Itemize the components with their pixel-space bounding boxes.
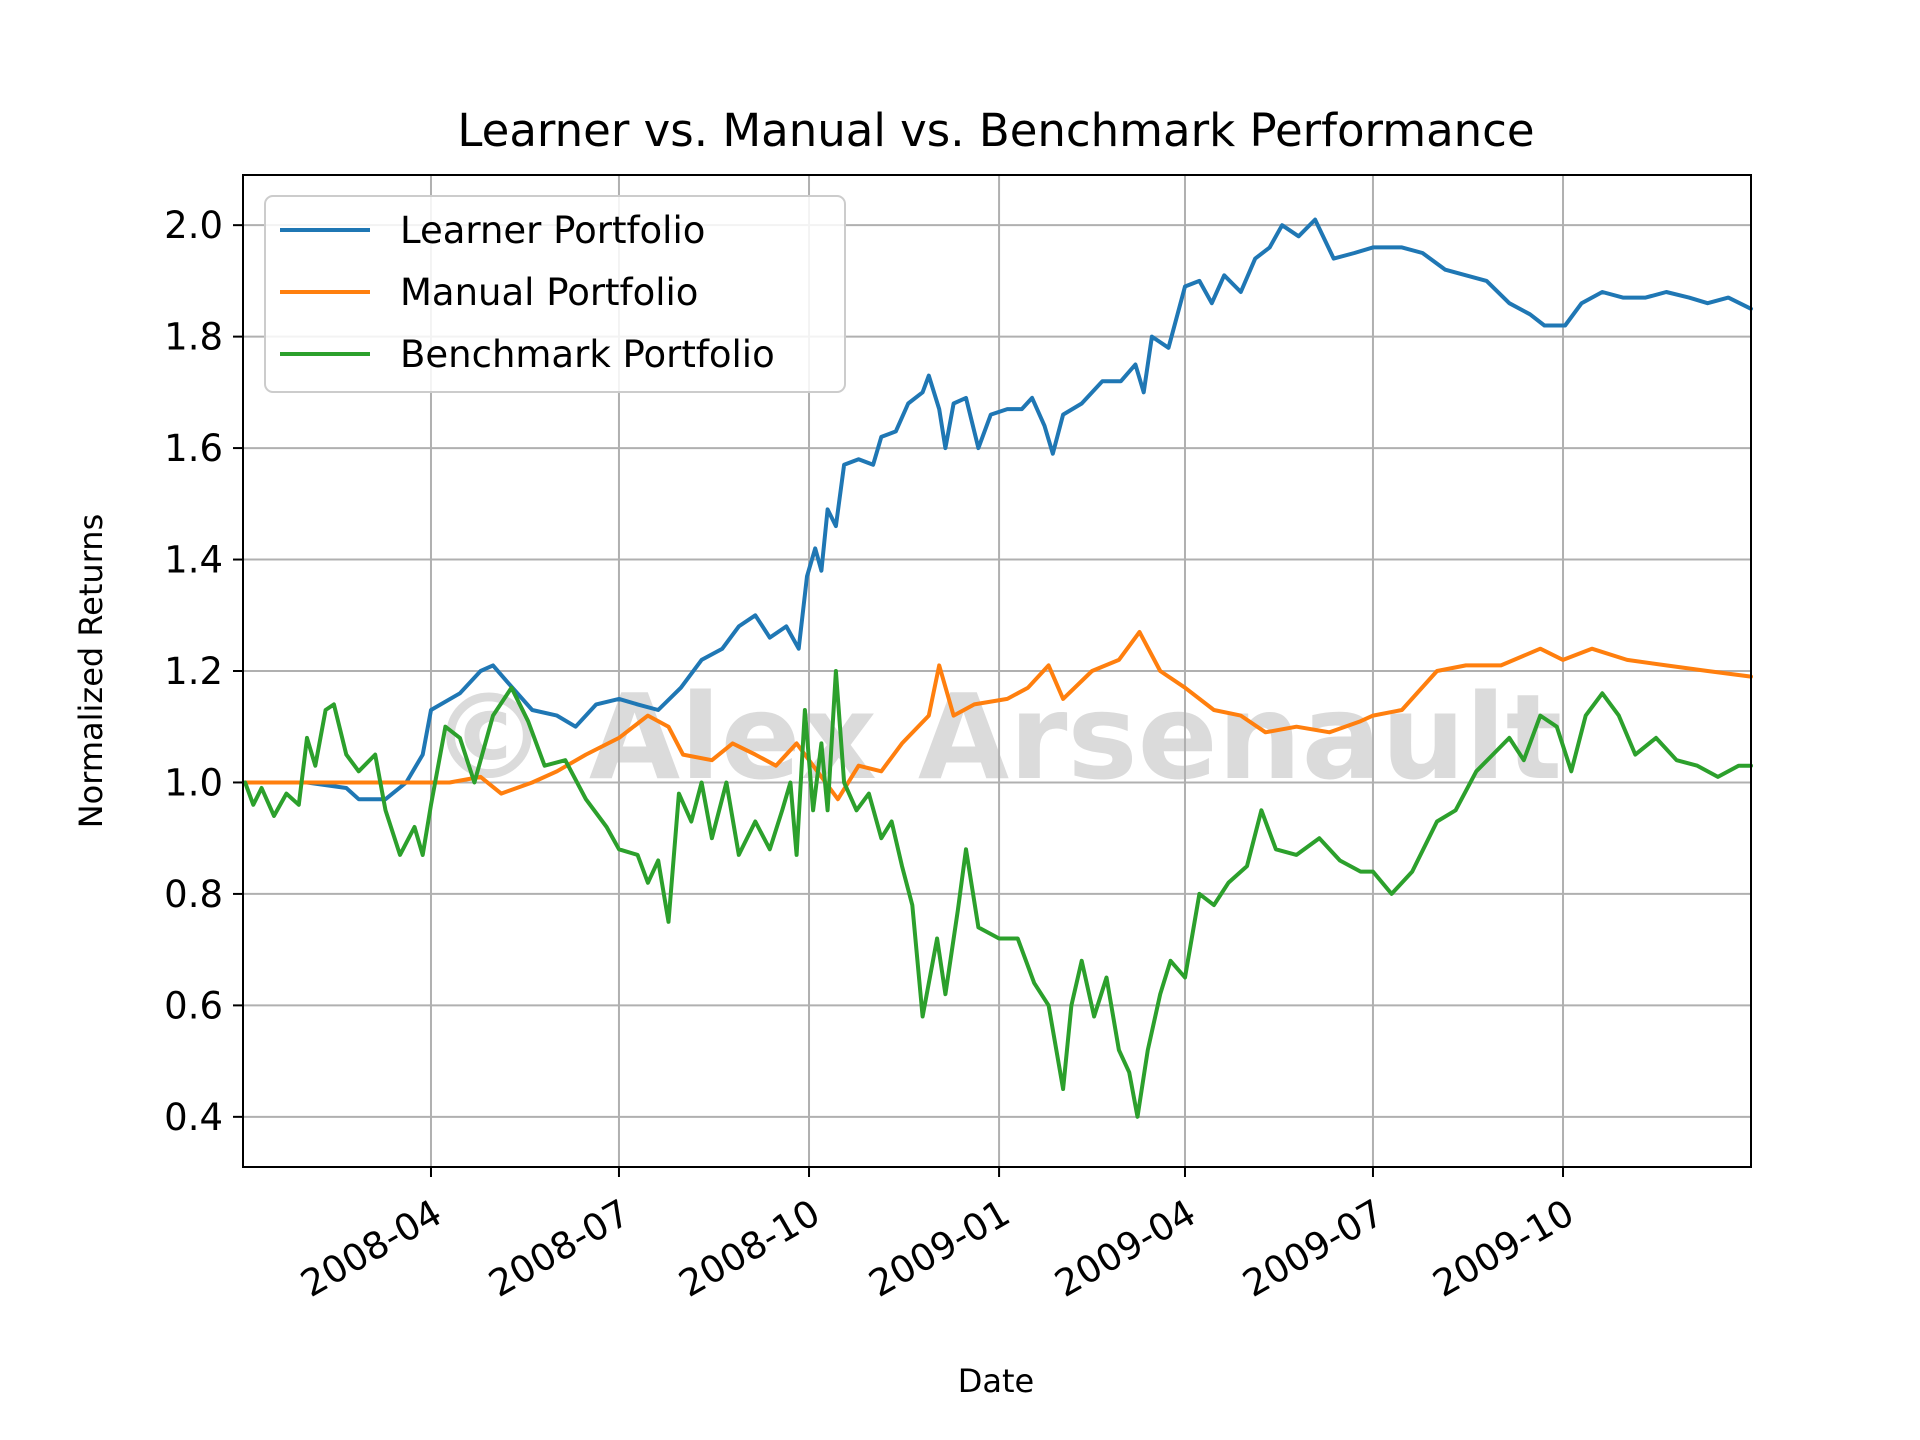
- y-tick-label: 1.0: [164, 761, 223, 804]
- x-axis-title: Date: [958, 1362, 1034, 1400]
- legend-label-learner: Learner Portfolio: [400, 209, 705, 252]
- y-tick-label: 0.4: [164, 1096, 223, 1139]
- watermark-text: © Alex Arsenault: [430, 668, 1562, 806]
- chart-title: Learner vs. Manual vs. Benchmark Perform…: [457, 104, 1534, 157]
- y-tick-label: 1.4: [164, 539, 223, 582]
- legend-label-manual: Manual Portfolio: [400, 271, 698, 314]
- y-tick-label: 1.8: [164, 316, 223, 359]
- series-line-manual-portfolio: [243, 630, 1753, 802]
- y-tick-label: 0.8: [164, 873, 223, 916]
- y-tick-label: 0.6: [164, 984, 223, 1027]
- y-tick-label: 2.0: [164, 204, 223, 247]
- y-tick-label: 1.2: [164, 650, 223, 693]
- legend: Learner Portfolio Manual Portfolio Bench…: [264, 195, 846, 393]
- series-line-benchmark-portfolio: [243, 669, 1753, 1119]
- series-line-learner-portfolio: [243, 217, 1753, 802]
- legend-label-benchmark: Benchmark Portfolio: [400, 333, 775, 376]
- legend-box: [264, 195, 846, 393]
- series-lines: [243, 217, 1753, 1119]
- y-tick-label: 1.6: [164, 427, 223, 470]
- y-axis-ticks: 0.4 0.6 0.8 1.0 1.2 1.4 1.6 1.8 2.0: [164, 204, 243, 1139]
- y-axis-title: Normalized Returns: [72, 514, 110, 829]
